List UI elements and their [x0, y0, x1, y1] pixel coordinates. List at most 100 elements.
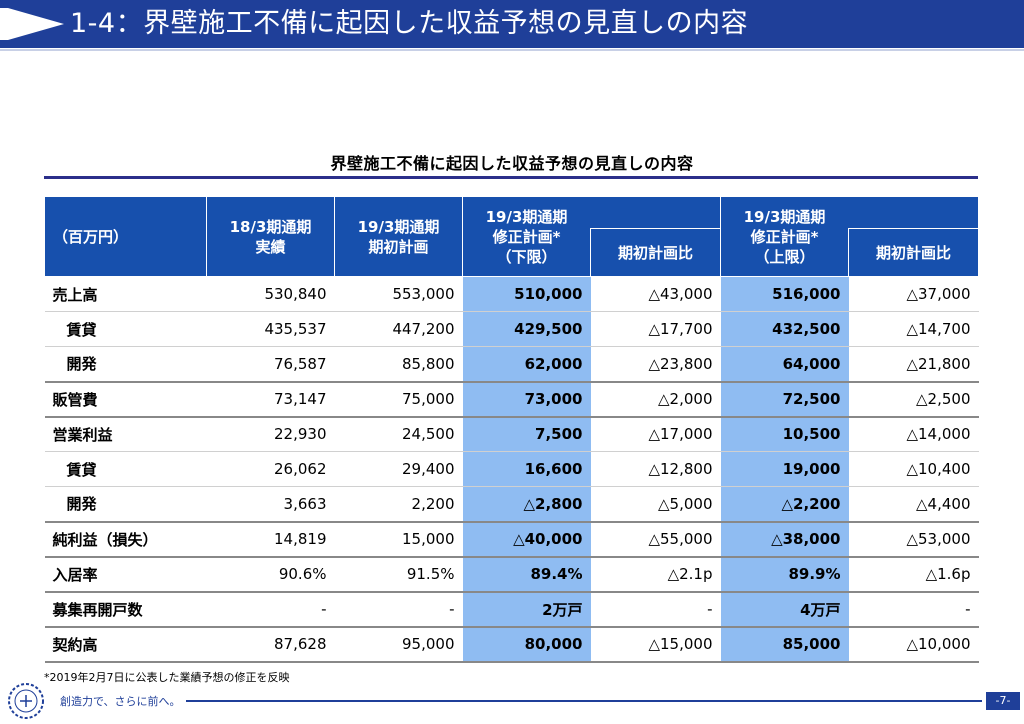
cell-value: 3,663 [206, 486, 335, 523]
header-arrow-icon [8, 8, 64, 40]
cell-value: 73,000 [462, 381, 591, 418]
cell-value: 14,819 [206, 521, 335, 558]
cell-value: 432,500 [720, 311, 849, 347]
cell-value: 62,000 [462, 346, 591, 383]
table-row: 賃貸 26,062 29,400 16,600 △12,800 19,000 △10,400 [44, 451, 979, 487]
cell-value: 64,000 [720, 346, 849, 383]
row-label: 開発 [44, 486, 207, 523]
cell-value: 429,500 [462, 311, 591, 347]
cell-value: 435,537 [206, 311, 335, 347]
cell-value: 553,000 [334, 276, 463, 312]
header-col-initial-plan-line1: 19/3期通期 [357, 217, 440, 236]
cell-value: △23,800 [590, 346, 721, 383]
page-number: -7- [986, 692, 1020, 710]
cell-value: 72,500 [720, 381, 849, 418]
footer-slogan: 創造力で、さらに前へ。 [60, 695, 181, 708]
cell-value: △55,000 [590, 521, 721, 558]
table-body: 売上高 530,840 553,000 510,000 △43,000 516,000 △3… [44, 276, 979, 663]
table-row: 賃貸 435,537 447,200 429,500 △17,700 432,500 △14… [44, 311, 979, 347]
header-col-initial-plan: 19/3期通期 期初計画 [334, 196, 463, 277]
row-label: 営業利益 [44, 416, 207, 452]
header-unit: （百万円） [44, 196, 207, 277]
table-row: 売上高 530,840 553,000 510,000 △43,000 516,000 △3… [44, 276, 979, 312]
table-row: 営業利益 22,930 24,500 7,500 △17,000 10,500 △14,00… [44, 416, 979, 452]
cell-value: 29,400 [334, 451, 463, 487]
header-col-actual-line2: 実績 [255, 237, 286, 256]
cell-value: 80,000 [462, 626, 591, 663]
table-row: 募集再開戸数 - -2万戸 -4万戸 - [44, 591, 979, 628]
cell-value: - [206, 591, 335, 628]
page-title: 1-4：界壁施工不備に起因した収益予想の見直しの内容 [70, 8, 749, 39]
cell-value: △12,800 [590, 451, 721, 487]
cell-value: 530,840 [206, 276, 335, 312]
cell-value: - [848, 591, 979, 628]
cell-value: △10,000 [848, 626, 979, 663]
cell-value: 447,200 [334, 311, 463, 347]
cell-value: 7,500 [462, 416, 591, 452]
header-col-revised-lower-group: 19/3期通期 [485, 207, 568, 226]
table-title-rule [44, 176, 978, 179]
header-col-vs-initial-upper: 期初計画比 [848, 228, 979, 277]
row-label: 賃貸 [44, 311, 207, 347]
table-row: 開発 3,663 2,200 △2,800 △5,000 △2,200 △4,400 [44, 486, 979, 523]
header-col-revised-upper-line2: （上限） [754, 247, 815, 266]
cell-value: △2,800 [462, 486, 591, 523]
cell-value: 15,000 [334, 521, 463, 558]
forecast-table: （百万円） 18/3期通期 実績 19/3期通期 期初計画 19/3期通期 修正… [44, 196, 979, 663]
cell-value: 22,930 [206, 416, 335, 452]
footnote: *2019年2月7日に公表した業績予想の修正を反映 [44, 671, 290, 684]
row-label: 募集再開戸数 [44, 591, 207, 628]
cell-value: 73,147 [206, 381, 335, 418]
header-col-actual-line1: 18/3期通期 [229, 217, 312, 236]
row-label: 純利益（損失） [44, 521, 207, 558]
header-col-upper-spacer [848, 196, 979, 229]
row-label: 開発 [44, 346, 207, 383]
cell-value: 95,000 [334, 626, 463, 663]
header-col-revised-upper: 19/3期通期 修正計画* （上限） [720, 196, 849, 277]
cell-value: 89.9% [720, 556, 849, 593]
cell-value: △14,700 [848, 311, 979, 347]
header-col-lower-spacer [590, 196, 721, 229]
header-arrow-shape [0, 8, 8, 40]
cell-value: △10,400 [848, 451, 979, 487]
table-row: 純利益（損失） 14,819 15,000 △40,000 △55,000 △38,000… [44, 521, 979, 558]
cell-value: △37,000 [848, 276, 979, 312]
cell-value: △5,000 [590, 486, 721, 523]
cell-value: 89.4% [462, 556, 591, 593]
creative-evolution-logo-icon [8, 683, 44, 719]
table-row: 開発 76,587 85,800 62,000 △23,800 64,000 △21,800 [44, 346, 979, 383]
cell-value: 87,628 [206, 626, 335, 663]
cell-value: 85,800 [334, 346, 463, 383]
cell-value: 85,000 [720, 626, 849, 663]
cell-value: 75,000 [334, 381, 463, 418]
cell-value: △38,000 [720, 521, 849, 558]
header-col-revised-lower: 19/3期通期 修正計画* （下限） [462, 196, 591, 277]
cell-value: 90.6% [206, 556, 335, 593]
cell-value: △40,000 [462, 521, 591, 558]
header-col-revised-lower-line2: （下限） [496, 247, 557, 266]
cell-value: △2,500 [848, 381, 979, 418]
cell-value: △17,700 [590, 311, 721, 347]
row-label: 賃貸 [44, 451, 207, 487]
cell-value: △15,000 [590, 626, 721, 663]
cell-value: 19,000 [720, 451, 849, 487]
table-title: 界壁施工不備に起因した収益予想の見直しの内容 [330, 154, 694, 173]
cell-value: △4,400 [848, 486, 979, 523]
table-row: 入居率 90.6% 91.5% 89.4% △2.1p 89.9% △1.6p [44, 556, 979, 593]
cell-value: 10,500 [720, 416, 849, 452]
header-col-revised-lower-line1: 修正計画* [492, 227, 561, 246]
cell-value: 4万戸 [720, 591, 849, 628]
row-label: 契約高 [44, 626, 207, 663]
cell-value: 91.5% [334, 556, 463, 593]
header-bar: 1-4：界壁施工不備に起因した収益予想の見直しの内容 [0, 0, 1024, 48]
footer-rule [186, 700, 982, 702]
table-row: 契約高 87,628 95,000 80,000 △15,000 85,000 △10,00… [44, 626, 979, 663]
row-label: 販管費 [44, 381, 207, 418]
cell-value: △14,000 [848, 416, 979, 452]
header-col-revised-upper-group: 19/3期通期 [743, 207, 826, 226]
cell-value: △53,000 [848, 521, 979, 558]
cell-value: △2,000 [590, 381, 721, 418]
header-divider [0, 49, 1024, 51]
cell-value: 2万戸 [462, 591, 591, 628]
header-col-actual: 18/3期通期 実績 [206, 196, 335, 277]
